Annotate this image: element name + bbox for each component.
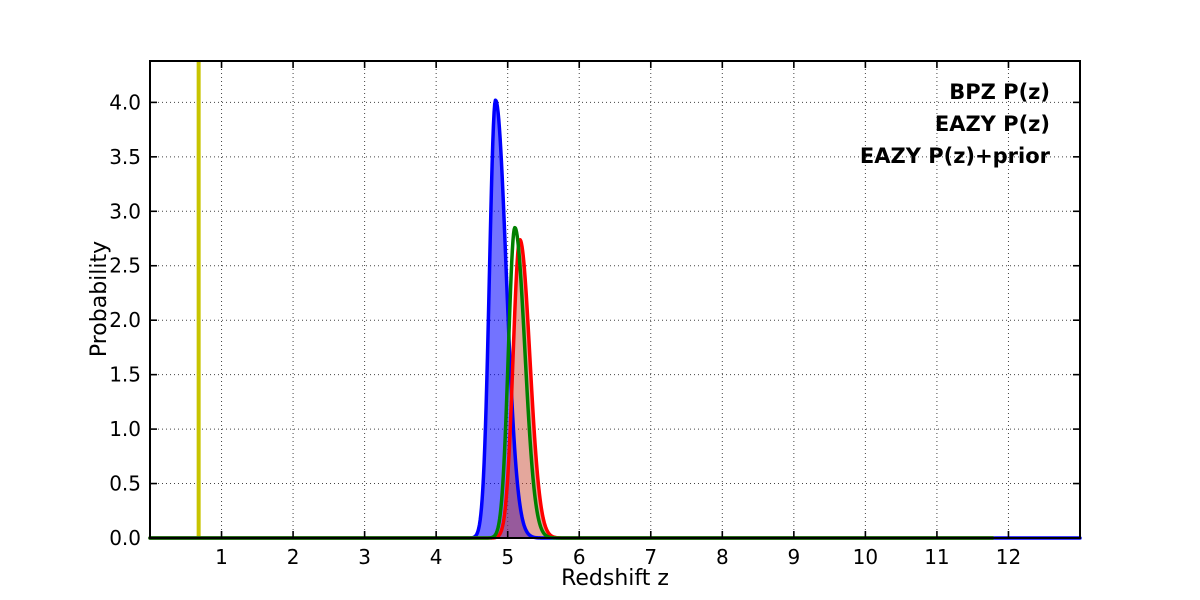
y-tick-label: 0.0 (109, 526, 141, 550)
y-tick-label: 3.0 (109, 199, 141, 223)
axis-tick-labels: 1 2 3 4 5 6 7 8 9 10 11 120.00.51.01.52.02.53.03.54… (109, 90, 1021, 569)
x-tick-label: 6 (573, 545, 586, 569)
axis-ticks (150, 61, 1080, 539)
x-axis-label: Redshift z (561, 566, 669, 591)
x-tick-label: 8 (716, 545, 729, 569)
x-tick-label: 1 (215, 545, 228, 569)
y-tick-label: 1.0 (109, 417, 141, 441)
y-tick-label: 0.5 (109, 472, 141, 496)
x-tick-label: 4 (430, 545, 443, 569)
x-tick-label: 12 (996, 545, 1021, 569)
y-tick-label: 2.0 (109, 308, 141, 332)
y-tick-label: 1.5 (109, 363, 141, 387)
x-tick-label: 3 (358, 545, 371, 569)
legend-entry-eazy: EAZY P(z) (935, 112, 1050, 136)
legend: BPZ P(z) EAZY P(z) EAZY P(z)+prior (860, 80, 1051, 168)
x-tick-label: 5 (501, 545, 514, 569)
y-tick-label: 3.5 (109, 145, 141, 169)
x-tick-label: 2 (287, 545, 300, 569)
axes-frame (149, 60, 1081, 539)
x-tick-label: 7 (644, 545, 657, 569)
y-tick-label: 4.0 (109, 90, 141, 114)
y-axis-label: Probability (87, 241, 112, 357)
legend-entry-bpz: BPZ P(z) (949, 80, 1050, 104)
y-tick-label: 2.5 (109, 254, 141, 278)
legend-entry-eazy-prior: EAZY P(z)+prior (860, 144, 1051, 168)
grid-lines (150, 61, 1080, 538)
x-tick-label: 9 (787, 545, 800, 569)
x-tick-label: 11 (924, 545, 949, 569)
x-tick-label: 10 (853, 545, 878, 569)
